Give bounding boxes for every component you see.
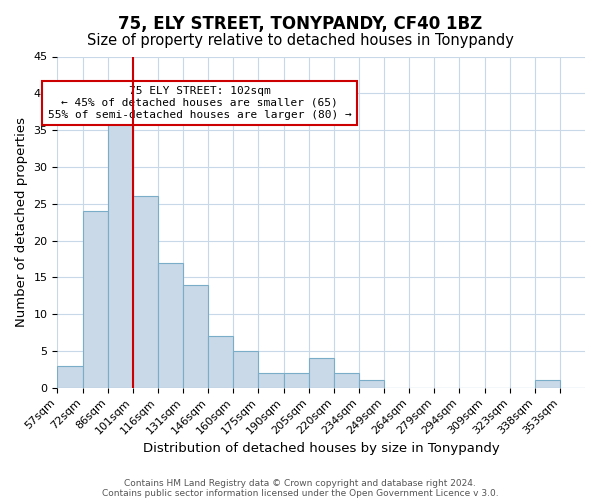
Bar — [183, 284, 208, 388]
Bar — [259, 373, 284, 388]
Bar — [334, 373, 359, 388]
Bar — [535, 380, 560, 388]
Bar — [58, 366, 83, 388]
Bar — [158, 262, 183, 388]
Y-axis label: Number of detached properties: Number of detached properties — [15, 117, 28, 327]
Bar — [83, 211, 107, 388]
Bar — [233, 351, 259, 388]
Text: Contains HM Land Registry data © Crown copyright and database right 2024.: Contains HM Land Registry data © Crown c… — [124, 478, 476, 488]
Text: 75 ELY STREET: 102sqm
← 45% of detached houses are smaller (65)
55% of semi-deta: 75 ELY STREET: 102sqm ← 45% of detached … — [48, 86, 352, 120]
X-axis label: Distribution of detached houses by size in Tonypandy: Distribution of detached houses by size … — [143, 442, 500, 455]
Text: Size of property relative to detached houses in Tonypandy: Size of property relative to detached ho… — [86, 32, 514, 48]
Text: Contains public sector information licensed under the Open Government Licence v : Contains public sector information licen… — [101, 488, 499, 498]
Bar — [208, 336, 233, 388]
Bar — [107, 116, 133, 388]
Bar — [133, 196, 158, 388]
Bar — [308, 358, 334, 388]
Bar — [284, 373, 308, 388]
Text: 75, ELY STREET, TONYPANDY, CF40 1BZ: 75, ELY STREET, TONYPANDY, CF40 1BZ — [118, 15, 482, 33]
Bar — [359, 380, 384, 388]
